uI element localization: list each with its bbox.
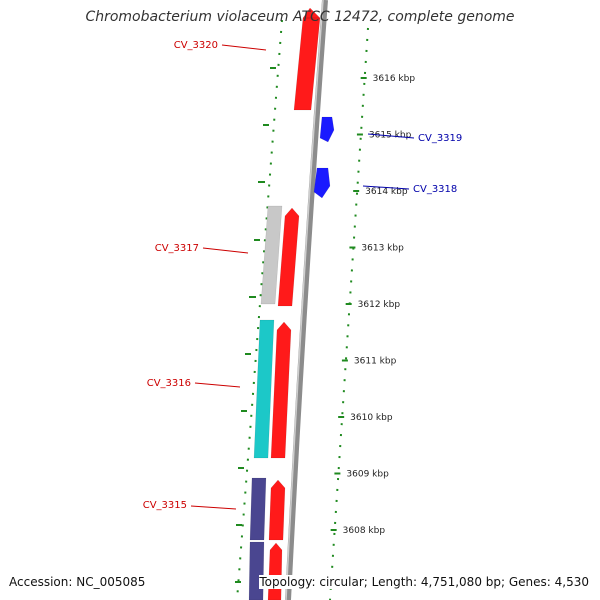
feature-navy-a — [249, 477, 267, 541]
kbp-tick-label: 3610 kbp — [350, 413, 393, 423]
outer-ring-major-ticks — [235, 67, 276, 583]
genome-backbone — [285, 0, 328, 600]
accession-label: Accession: NC_005085 — [9, 575, 146, 589]
gene-label[interactable]: CV_3318 — [413, 184, 457, 195]
gene-leader-line — [194, 382, 241, 388]
inner-tick-ring — [329, 27, 369, 600]
map-title: Chromobacterium violaceum ATCC 12472, co… — [85, 9, 515, 25]
kbp-tick-label: 3614 kbp — [365, 187, 408, 197]
gene-leader-line — [362, 185, 410, 190]
kbp-tick-label: 3616 kbp — [373, 74, 416, 84]
feature-cv3315 — [268, 479, 286, 541]
gene-leader-line — [367, 133, 415, 139]
feature-cv3316-cyan — [253, 319, 275, 459]
gene-leader-line — [221, 44, 267, 51]
feature-gray-a — [260, 205, 283, 305]
gene-leader-line — [190, 505, 237, 510]
gene-label[interactable]: CV_3317 — [155, 243, 199, 254]
gene-label[interactable]: CV_3320 — [174, 40, 218, 51]
outer-tick-ring — [236, 19, 283, 600]
feature-cv3316 — [270, 321, 292, 459]
feature-navy-b — [248, 541, 265, 600]
gene-label[interactable]: CV_3316 — [147, 378, 191, 389]
kbp-tick-label: 3609 kbp — [346, 470, 389, 480]
feature-red-b — [267, 542, 283, 600]
kbp-tick-label: 3611 kbp — [354, 357, 397, 367]
gene-leader-line — [202, 247, 249, 254]
gene-label[interactable]: CV_3319 — [418, 133, 462, 144]
kbp-tick-label: 3613 kbp — [361, 244, 404, 254]
feature-cv3320 — [293, 7, 321, 111]
feature-cv3317 — [277, 207, 300, 307]
feature-cv3319 — [319, 116, 335, 143]
gene-label[interactable]: CV_3315 — [143, 500, 187, 511]
genome-backbone-highlight — [285, 0, 324, 600]
gene-label-layer: CV_3320 CV_3319 CV_3318 CV_3317 CV_3316 CV_33… — [143, 40, 463, 511]
feature-cv3318 — [313, 167, 331, 199]
kbp-tick-label: 3608 kbp — [343, 526, 386, 536]
kbp-tick-label: 3612 kbp — [358, 300, 401, 310]
genome-summary: Topology: circular; Length: 4,751,080 bp… — [259, 575, 589, 589]
